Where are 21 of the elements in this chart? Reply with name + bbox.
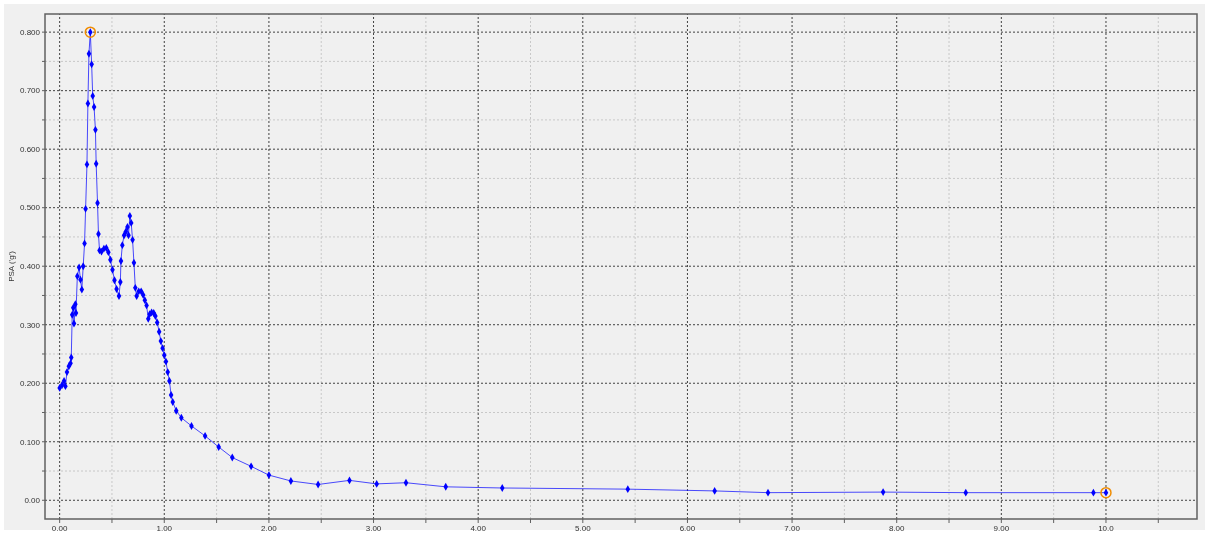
x-tick-label: 6.00 bbox=[679, 524, 696, 533]
x-tick-label: 1.00 bbox=[156, 524, 173, 533]
y-axis-title: PSA ('g') bbox=[7, 250, 16, 282]
x-tick-label: 10.0 bbox=[1098, 524, 1115, 533]
y-tick-label: 0.00 bbox=[24, 496, 41, 506]
x-tick-label: 3.00 bbox=[365, 524, 382, 533]
x-tick-label: 2.00 bbox=[261, 524, 278, 533]
x-tick-label: 7.00 bbox=[784, 524, 801, 533]
x-tick-label: 4.00 bbox=[470, 524, 487, 533]
y-tick-label: 0.600 bbox=[19, 144, 41, 154]
y-tick-label: 0.700 bbox=[19, 86, 41, 96]
y-tick-label: 0.100 bbox=[19, 437, 41, 447]
x-tick-label: 8.00 bbox=[888, 524, 906, 533]
x-tick-label: 9.00 bbox=[993, 524, 1010, 533]
y-tick-label: 0.300 bbox=[19, 320, 41, 330]
x-tick-label: 5.00 bbox=[575, 524, 592, 533]
y-tick-label: 0.200 bbox=[19, 379, 41, 389]
y-tick-label: 0.400 bbox=[19, 262, 41, 272]
y-tick-label: 0.800 bbox=[19, 27, 41, 37]
y-tick-label: 0.500 bbox=[19, 203, 41, 213]
x-tick-label: 0.00 bbox=[51, 524, 68, 533]
